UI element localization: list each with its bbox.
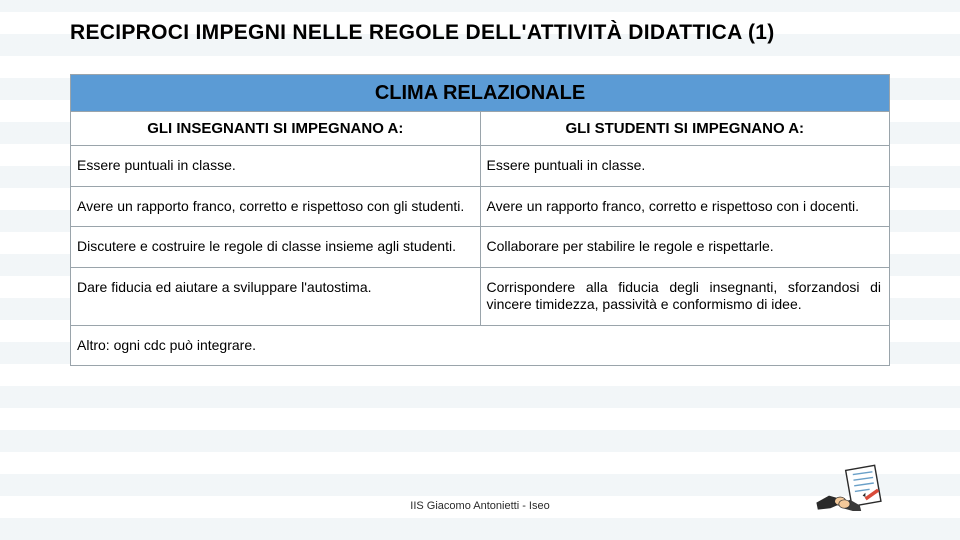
table-row: Avere un rapporto franco, corretto e ris…: [71, 186, 890, 227]
handshake-document-icon: [814, 462, 886, 518]
table-row: Essere puntuali in classe. Essere puntua…: [71, 146, 890, 187]
col-header-students: GLI STUDENTI SI IMPEGNANO A:: [480, 112, 890, 146]
cell-students: Essere puntuali in classe.: [480, 146, 890, 187]
col-header-teachers: GLI INSEGNANTI SI IMPEGNANO A:: [71, 112, 481, 146]
cell-students: Corrispondere alla fiducia degli insegna…: [480, 267, 890, 325]
slide-container: RECIPROCI IMPEGNI NELLE REGOLE DELL'ATTI…: [0, 0, 960, 540]
column-headers-row: GLI INSEGNANTI SI IMPEGNANO A: GLI STUDE…: [71, 112, 890, 146]
section-header: CLIMA RELAZIONALE: [71, 75, 890, 112]
cell-students: Avere un rapporto franco, corretto e ris…: [480, 186, 890, 227]
cell-teachers: Discutere e costruire le regole di class…: [71, 227, 481, 268]
section-header-row: CLIMA RELAZIONALE: [71, 75, 890, 112]
table-row: Discutere e costruire le regole di class…: [71, 227, 890, 268]
commitments-table: CLIMA RELAZIONALE GLI INSEGNANTI SI IMPE…: [70, 74, 890, 366]
cell-teachers: Avere un rapporto franco, corretto e ris…: [71, 186, 481, 227]
table-row-last: Altro: ogni cdc può integrare.: [71, 325, 890, 366]
page-title: RECIPROCI IMPEGNI NELLE REGOLE DELL'ATTI…: [70, 20, 890, 46]
cell-teachers: Essere puntuali in classe.: [71, 146, 481, 187]
cell-teachers: Dare fiducia ed aiutare a sviluppare l'a…: [71, 267, 481, 325]
cell-other: Altro: ogni cdc può integrare.: [71, 325, 890, 366]
table-row: Dare fiducia ed aiutare a sviluppare l'a…: [71, 267, 890, 325]
cell-students: Collaborare per stabilire le regole e ri…: [480, 227, 890, 268]
